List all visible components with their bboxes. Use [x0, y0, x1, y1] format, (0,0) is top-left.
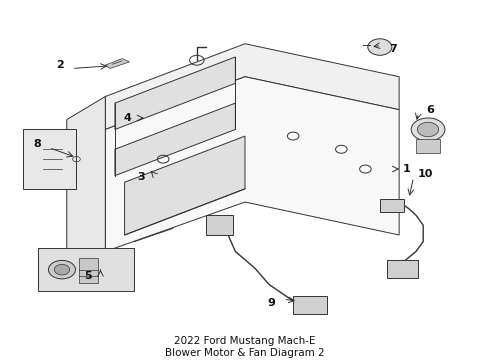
Circle shape [411, 118, 445, 141]
Text: 1: 1 [402, 164, 410, 174]
Text: 6: 6 [426, 105, 434, 115]
Polygon shape [115, 57, 235, 130]
Text: 8: 8 [33, 139, 41, 149]
FancyBboxPatch shape [24, 130, 76, 189]
Polygon shape [67, 96, 105, 275]
Bar [380, 199, 404, 212]
Text: 2: 2 [56, 60, 63, 70]
Bar [206, 215, 233, 235]
Text: 3: 3 [138, 172, 145, 182]
Text: 4: 4 [123, 113, 131, 123]
Polygon shape [105, 77, 399, 252]
Text: 5: 5 [85, 271, 92, 281]
Text: 7: 7 [390, 44, 397, 54]
Polygon shape [105, 44, 399, 130]
Circle shape [417, 122, 439, 137]
Polygon shape [105, 59, 129, 68]
Bar [416, 139, 440, 153]
Polygon shape [115, 103, 235, 176]
FancyBboxPatch shape [38, 248, 134, 291]
Polygon shape [124, 136, 245, 235]
Bar [387, 260, 418, 278]
Circle shape [54, 264, 70, 275]
Bar [79, 258, 98, 283]
Circle shape [368, 39, 392, 55]
Text: 2022 Ford Mustang Mach-E
Blower Motor & Fan Diagram 2: 2022 Ford Mustang Mach-E Blower Motor & … [165, 336, 325, 358]
Circle shape [49, 260, 75, 279]
Text: 10: 10 [418, 169, 433, 179]
Text: 9: 9 [268, 298, 275, 307]
Bar [293, 296, 327, 314]
